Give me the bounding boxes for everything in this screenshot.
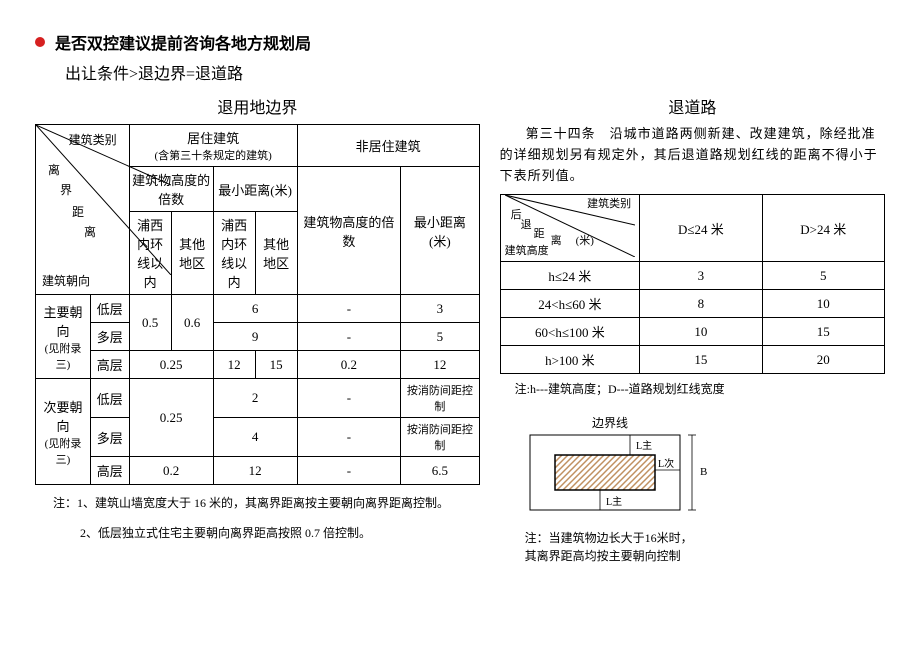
boundary-diagram: 边界线 L主 L次 [500, 415, 885, 565]
cell-c3b: 15 [255, 351, 297, 379]
cell-e3: 4 [213, 418, 297, 457]
svg-text:L主: L主 [606, 496, 622, 508]
table-row: 24<h≤60 米 8 10 [500, 290, 884, 318]
cell-d3: 2 [213, 379, 297, 418]
cell-d5: 按消防间距控制 [401, 379, 480, 418]
right-table-note: 注:h---建筑高度；D---道路规划红线宽度 [500, 380, 885, 397]
right-para: 第三十四条 沿城市道路两侧新建、改建建筑，除经批准的详细规划另有规定外，其后退道… [500, 124, 885, 186]
r-col1: D≤24 米 [640, 195, 762, 262]
left-table: 建筑类别 离 界 距 离 建筑朝向 居住建筑 (含第三十条规定的建筑) 非居住建… [35, 124, 480, 485]
h-height-mult2: 建筑物高度的倍数 [297, 167, 401, 295]
cell-d4: - [297, 379, 401, 418]
r2-high: 高层 [91, 457, 130, 485]
r2-multi: 多层 [91, 418, 130, 457]
r-main: 主要朝向 (见附录三) [36, 295, 91, 379]
diagram-note1: 注：当建筑物边长大于16米时， [525, 529, 885, 547]
left-section: 退用地边界 建筑类别 离 界 距 离 建筑朝向 [35, 94, 480, 565]
c-puxi2: 浦西内环线以内 [213, 212, 255, 295]
cell-c1: 0.25 [129, 351, 213, 379]
cell-d1: 0.25 [129, 379, 213, 457]
cell-a2: 0.6 [171, 295, 213, 351]
h-nonres: 非居住建筑 [297, 125, 479, 167]
cell-a4: - [297, 295, 401, 323]
table-row: 60<h≤100 米 10 15 [500, 318, 884, 346]
left-title: 退用地边界 [35, 94, 480, 118]
cell-c3a: 12 [213, 351, 255, 379]
cell-a3: 6 [213, 295, 297, 323]
right-section: 退道路 第三十四条 沿城市道路两侧新建、改建建筑，除经批准的详细规划另有规定外，… [500, 94, 885, 565]
r-multi: 多层 [91, 323, 130, 351]
table-row: h>100 米 15 20 [500, 346, 884, 374]
diagram-note2: 其离界距高均按主要朝向控制 [525, 547, 885, 565]
cell-b5: 5 [401, 323, 480, 351]
cell-b3: 9 [213, 323, 297, 351]
r-low: 低层 [91, 295, 130, 323]
cell-e5: 按消防间距控制 [401, 418, 480, 457]
cell-e4: - [297, 418, 401, 457]
cell-f5: 6.5 [401, 457, 480, 485]
svg-text:L次: L次 [658, 457, 674, 470]
r2-low: 低层 [91, 379, 130, 418]
r-high: 高层 [91, 351, 130, 379]
r-secondary: 次要朝向 (见附录三) [36, 379, 91, 485]
left-note1: 注：1、建筑山墙宽度大于 16 米的，其离界距离按主要朝向离界距离控制。 [35, 493, 480, 515]
header-bullet-text: 是否双控建议提前咨询各地方规划局 [55, 30, 311, 54]
cell-f3: 12 [213, 457, 297, 485]
cell-b4: - [297, 323, 401, 351]
right-table: 建筑类别 后 退 距 离 (米) 建筑高度 D≤24 米 D>24 米 h≤24… [500, 194, 885, 374]
left-diag-cell: 建筑类别 离 界 距 离 建筑朝向 [36, 125, 130, 295]
header-subline: 出让条件>退边界=退道路 [65, 60, 885, 84]
c-other2: 其他地区 [255, 212, 297, 295]
h-min-dist: 最小距离(米) [213, 167, 297, 212]
right-diag-cell: 建筑类别 后 退 距 离 (米) 建筑高度 [500, 195, 639, 262]
svg-text:B: B [700, 466, 707, 478]
cell-f4: - [297, 457, 401, 485]
left-note2: 2、低层独立式住宅主要朝向离界距高按照 0.7 倍控制。 [35, 523, 480, 545]
diagram-top-label: 边界线 [592, 416, 628, 430]
table-row: h≤24 米 3 5 [500, 262, 884, 290]
c-other1: 其他地区 [171, 212, 213, 295]
cell-f1: 0.2 [129, 457, 213, 485]
svg-text:L主: L主 [636, 440, 652, 452]
cell-a1: 0.5 [129, 295, 171, 351]
bullet-icon [35, 37, 45, 47]
cell-c4: 0.2 [297, 351, 401, 379]
cell-c5: 12 [401, 351, 480, 379]
right-title: 退道路 [500, 94, 885, 118]
r-col2: D>24 米 [762, 195, 884, 262]
h-min-dist2: 最小距离(米) [401, 167, 480, 295]
cell-a5: 3 [401, 295, 480, 323]
